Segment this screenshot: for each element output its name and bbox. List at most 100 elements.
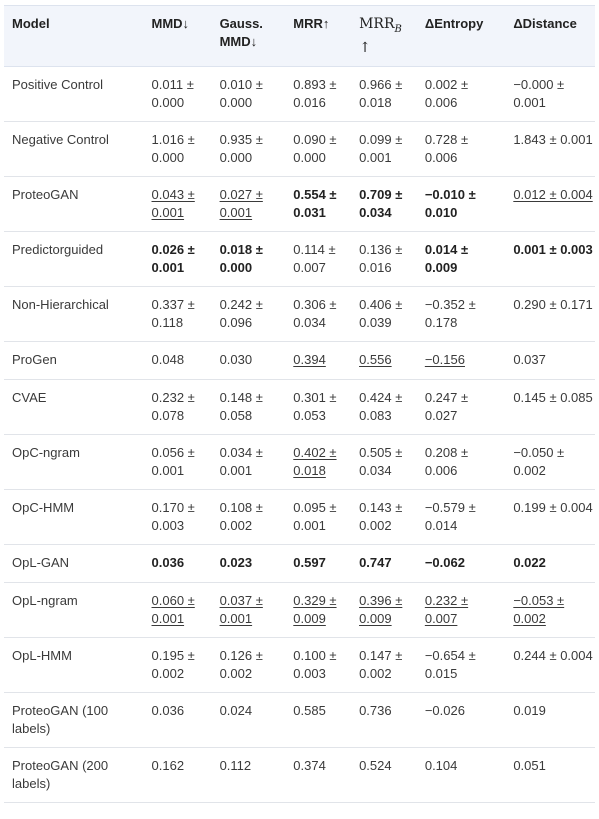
cell-gauss-mmd: 0.148 ± 0.058 (219, 389, 263, 423)
cell-delta-distance: 0.145 ± 0.085 (513, 389, 593, 405)
cell-delta-distance: 0.012 ± 0.004 (513, 186, 593, 202)
cell-gauss-mmd: 0.242 ± 0.096 (219, 296, 263, 330)
cell-mrr: 0.893 ± 0.016 (293, 76, 337, 110)
cell-mrr-b: 0.406 ± 0.039 (359, 296, 403, 330)
cell-mrr-b: 0.136 ± 0.016 (359, 241, 403, 275)
cell-mmd: 0.195 ± 0.002 (151, 647, 195, 681)
table-row: Non-Hierarchical 0.337 ± 0.118 0.242 ± 0… (4, 286, 595, 342)
cell-delta-distance: −0.053 ± 0.002 (513, 592, 565, 626)
cell-mrr-b: 0.424 ± 0.083 (359, 389, 403, 423)
cell-delta-distance: 0.022 (513, 554, 546, 570)
table-header: Model MMD↓ Gauss. MMD↓ MRR↑ MRRB ↑ ΔEntr… (4, 5, 595, 67)
cell-mmd: 0.048 (151, 351, 185, 367)
header-delta-distance: ΔDistance (513, 16, 577, 31)
cell-delta-distance: 0.001 ± 0.003 (513, 241, 593, 257)
cell-delta-entropy: −0.579 ± 0.014 (424, 499, 476, 533)
cell-delta-distance: 0.051 (513, 757, 546, 773)
cell-gauss-mmd: 0.126 ± 0.002 (219, 647, 263, 681)
table-row: OpL-ngram 0.060 ± 0.001 0.037 ± 0.001 0.… (4, 582, 595, 638)
cell-mrr: 0.554 ± 0.031 (293, 186, 337, 220)
cell-mrr-b: 0.747 (359, 554, 392, 570)
cell-model: ProGen (12, 351, 57, 367)
cell-mrr: 0.301 ± 0.053 (293, 389, 337, 423)
table-row: OpL-GAN 0.036 0.023 0.597 0.747 −0.062 0… (4, 544, 595, 583)
cell-model: OpL-ngram (12, 592, 78, 608)
header-mmd: MMD↓ (151, 16, 190, 31)
cell-delta-distance: −0.050 ± 0.002 (513, 444, 565, 478)
table-row: Predictorguided 0.026 ± 0.001 0.018 ± 0.… (4, 231, 595, 287)
cell-mrr-b: 0.736 (359, 702, 392, 718)
cell-mrr: 0.100 ± 0.003 (293, 647, 337, 681)
cell-gauss-mmd: 0.024 (219, 702, 253, 718)
mrr-b-math: MRRB ↑ (359, 16, 402, 56)
cell-mrr: 0.585 (293, 702, 326, 718)
cell-mmd: 0.026 ± 0.001 (151, 241, 195, 275)
results-table: Model MMD↓ Gauss. MMD↓ MRR↑ MRRB ↑ ΔEntr… (4, 5, 595, 803)
header-row: Model MMD↓ Gauss. MMD↓ MRR↑ MRRB ↑ ΔEntr… (4, 5, 595, 67)
cell-delta-entropy: 0.208 ± 0.006 (424, 444, 469, 478)
cell-mrr-b: 0.147 ± 0.002 (359, 647, 403, 681)
cell-mmd: 0.036 (151, 554, 185, 570)
table-row: ProGen 0.048 0.030 0.394 0.556 −0.156 0.… (4, 341, 595, 380)
cell-model: OpL-GAN (12, 554, 70, 570)
cell-model: ProteoGAN (12, 186, 79, 202)
table-body: Positive Control 0.011 ± 0.000 0.010 ± 0… (4, 66, 595, 803)
cell-mmd: 0.232 ± 0.078 (151, 389, 195, 423)
cell-gauss-mmd: 0.018 ± 0.000 (219, 241, 263, 275)
table-row: CVAE 0.232 ± 0.078 0.148 ± 0.058 0.301 ±… (4, 379, 595, 435)
cell-delta-entropy: 0.232 ± 0.007 (424, 592, 469, 626)
cell-gauss-mmd: 0.935 ± 0.000 (219, 131, 263, 165)
cell-mrr-b: 0.505 ± 0.034 (359, 444, 403, 478)
cell-model: Negative Control (12, 131, 109, 147)
cell-mrr: 0.374 (293, 757, 326, 773)
table-row: ProteoGAN 0.043 ± 0.001 0.027 ± 0.001 0.… (4, 176, 595, 232)
cell-gauss-mmd: 0.034 ± 0.001 (219, 444, 263, 478)
header-mrr: MRR↑ (293, 16, 330, 31)
cell-mmd: 0.043 ± 0.001 (151, 186, 195, 220)
cell-delta-distance: 0.019 (513, 702, 546, 718)
cell-mmd: 0.170 ± 0.003 (151, 499, 195, 533)
cell-delta-entropy: 0.014 ± 0.009 (424, 241, 469, 275)
cell-model: Non-Hierarchical (12, 296, 109, 312)
cell-delta-distance: −0.000 ± 0.001 (513, 76, 565, 110)
cell-model: Predictorguided (12, 241, 104, 257)
cell-mmd: 0.056 ± 0.001 (151, 444, 195, 478)
cell-mmd: 0.036 (151, 702, 185, 718)
cell-mrr: 0.306 ± 0.034 (293, 296, 337, 330)
cell-model: CVAE (12, 389, 47, 405)
cell-mmd: 0.060 ± 0.001 (151, 592, 195, 626)
cell-mmd: 0.162 (151, 757, 185, 773)
cell-delta-entropy: −0.026 (424, 702, 465, 718)
table-row: OpL-HMM 0.195 ± 0.002 0.126 ± 0.002 0.10… (4, 637, 595, 693)
cell-model: OpC-HMM (12, 499, 75, 515)
cell-gauss-mmd: 0.023 (219, 554, 253, 570)
header-gauss-mmd: Gauss. MMD↓ (219, 16, 263, 49)
table-row: Positive Control 0.011 ± 0.000 0.010 ± 0… (4, 66, 595, 122)
cell-delta-entropy: −0.010 ± 0.010 (424, 186, 476, 220)
cell-mrr-b: 0.556 (359, 351, 392, 367)
cell-mmd: 1.016 ± 0.000 (151, 131, 195, 165)
cell-model: Positive Control (12, 76, 104, 92)
cell-gauss-mmd: 0.030 (219, 351, 253, 367)
mrr-b-arrow: ↑ (359, 39, 371, 56)
mrr-b-main: MRR (359, 16, 395, 32)
cell-delta-entropy: −0.156 (424, 351, 465, 367)
cell-mrr: 0.402 ± 0.018 (293, 444, 337, 478)
cell-mrr-b: 0.099 ± 0.001 (359, 131, 403, 165)
cell-mrr-b: 0.966 ± 0.018 (359, 76, 403, 110)
cell-delta-distance: 0.037 (513, 351, 546, 367)
cell-mmd: 0.011 ± 0.000 (151, 76, 194, 110)
cell-mrr: 0.095 ± 0.001 (293, 499, 337, 533)
cell-mrr-b: 0.143 ± 0.002 (359, 499, 403, 533)
cell-delta-entropy: 0.247 ± 0.027 (424, 389, 469, 423)
cell-mrr: 0.114 ± 0.007 (293, 241, 336, 275)
cell-mrr: 0.597 (293, 554, 326, 570)
cell-mrr-b: 0.709 ± 0.034 (359, 186, 403, 220)
cell-delta-distance: 0.199 ± 0.004 (513, 499, 593, 515)
cell-delta-entropy: 0.104 (424, 757, 458, 773)
cell-gauss-mmd: 0.010 ± 0.000 (219, 76, 263, 110)
header-delta-entropy: ΔEntropy (424, 16, 484, 31)
cell-delta-entropy: −0.062 (424, 554, 465, 570)
cell-gauss-mmd: 0.027 ± 0.001 (219, 186, 263, 220)
cell-model: OpC-ngram (12, 444, 80, 460)
